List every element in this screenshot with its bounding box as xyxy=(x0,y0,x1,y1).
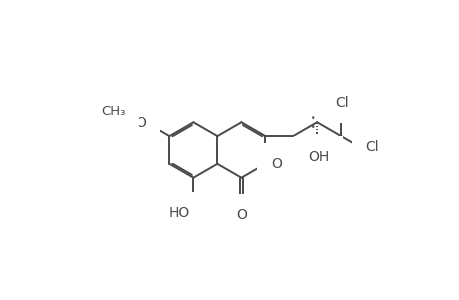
Text: OH: OH xyxy=(308,150,329,164)
Text: O: O xyxy=(270,157,281,171)
Text: O: O xyxy=(135,116,146,130)
Text: Cl: Cl xyxy=(334,95,348,110)
Text: •
•: • • xyxy=(310,114,315,132)
Text: O: O xyxy=(236,208,247,222)
Text: HO: HO xyxy=(168,206,189,220)
Text: CH₃: CH₃ xyxy=(101,106,126,118)
Text: Cl: Cl xyxy=(364,140,378,154)
